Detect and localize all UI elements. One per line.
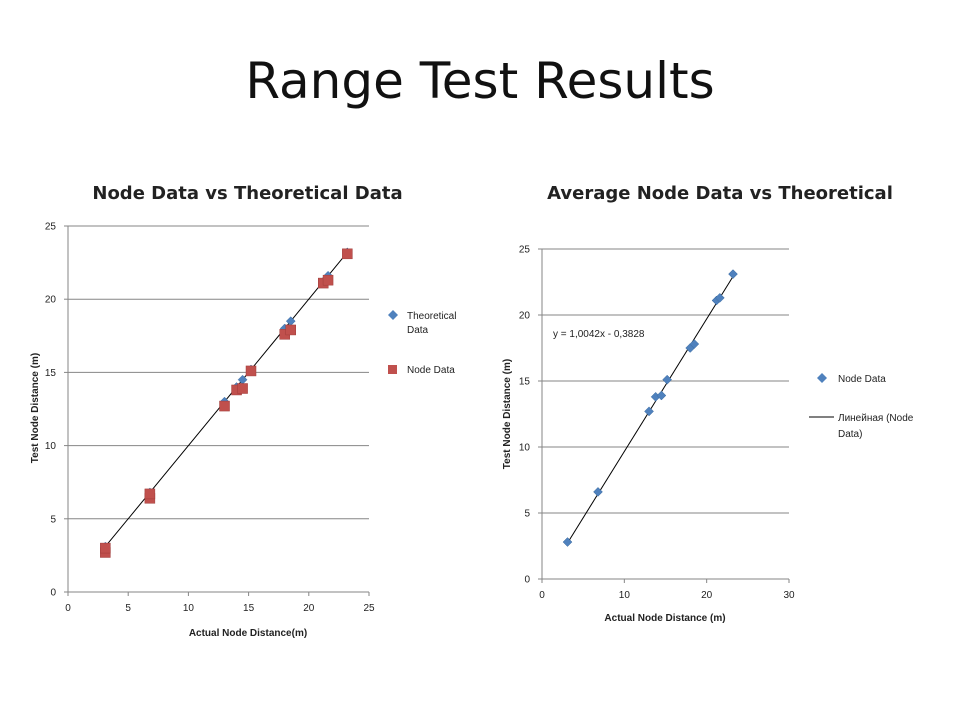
chart-2-legend-trend-label: Линейная (Node: [838, 413, 914, 424]
c2-y-tick-label: 5: [524, 509, 530, 520]
c1-x-tick-label: 10: [183, 603, 195, 614]
c1-y-tick-label: 5: [50, 514, 56, 525]
chart-2-x-axis-label: Actual Node Distance (m): [604, 613, 725, 624]
chart-2-y-axis-label: Test Node Distance (m): [502, 359, 513, 469]
chart-1-legend: Theoretical Data Node Data: [388, 310, 456, 376]
c2-point-diamond: [593, 487, 603, 497]
chart-2-equation: y = 1,0042x - 0,3828: [553, 329, 645, 340]
c2-point-diamond: [714, 292, 725, 303]
chart-2-svg: 0 5 10 15 20 25 0 10 20 30 y = 1,0042x - 0,3828 A…: [502, 245, 914, 625]
c1-x-tick-label: 5: [125, 603, 131, 614]
c2-y-tick-label: 25: [519, 245, 531, 256]
c1-y-tick-label: 0: [50, 588, 56, 599]
chart-1-y-axis-label: Test Node Distance (m): [30, 353, 41, 463]
chart-2-legend-node-marker: [817, 373, 827, 383]
c2-point-diamond: [644, 406, 654, 417]
c1-y-tick-label: 20: [45, 295, 57, 306]
chart-2-legend-node-label: Node Data: [838, 374, 886, 385]
c2-x-tick-label: 20: [701, 590, 713, 601]
c2-y-tick-label: 20: [519, 311, 531, 322]
chart-1-axes: [64, 225, 370, 596]
c2-x-tick-label: 0: [539, 590, 545, 601]
c2-point-diamond: [662, 374, 673, 385]
chart-1-legend-theoretical-marker: [388, 310, 398, 320]
c1-point-square: [237, 383, 248, 394]
chart-2-title: Average Node Data vs Theoretical: [547, 183, 893, 204]
chart-1-points: [100, 247, 353, 558]
c1-point-square: [100, 542, 111, 554]
c2-x-tick-label: 30: [783, 590, 795, 601]
chart-1-legend-theoretical-label-2: Data: [407, 325, 429, 336]
c1-point-square: [144, 488, 156, 500]
chart-1-legend-node-marker: [388, 365, 397, 374]
c1-y-tick-label: 15: [45, 368, 57, 379]
c2-point-diamond: [728, 269, 738, 279]
c1-x-tick-label: 20: [303, 603, 315, 614]
c1-y-tick-label: 10: [45, 441, 57, 452]
chart-1-x-axis-label: Actual Node Distance(m): [189, 628, 307, 639]
chart-1-svg: 0 5 10 15 20 25 0 5 10 15 20 25 Actual Node Distanc…: [30, 222, 456, 640]
c1-point-square: [245, 365, 257, 377]
slide-title: Range Test Results: [245, 52, 715, 110]
chart-1-legend-theoretical-label: Theoretical: [407, 311, 456, 322]
c1-point-square: [342, 248, 353, 260]
c1-point-square: [285, 324, 296, 336]
chart-2-axes: [538, 248, 790, 583]
chart-1-tick-labels: 0 5 10 15 20 25 0 5 10 15 20 25: [45, 222, 375, 615]
c2-y-tick-label: 0: [524, 575, 530, 586]
c2-point-diamond: [656, 390, 667, 401]
c1-x-tick-label: 25: [363, 603, 375, 614]
c1-point-square: [322, 274, 334, 286]
c2-y-tick-label: 15: [519, 377, 531, 388]
c2-y-tick-label: 10: [519, 443, 531, 454]
chart-1-legend-node-label: Node Data: [407, 365, 455, 376]
c1-x-tick-label: 0: [65, 603, 71, 614]
chart-2-tick-labels: 0 5 10 15 20 25 0 10 20 30: [519, 245, 795, 602]
chart-2-legend: Node Data Линейная (Node Data): [809, 373, 914, 440]
chart-2-legend-trend-label-2: Data): [838, 429, 862, 440]
c1-x-tick-label: 15: [243, 603, 255, 614]
chart-2-points: [562, 269, 738, 547]
c2-x-tick-label: 10: [619, 590, 631, 601]
chart-2-gridlines: [542, 248, 789, 580]
c2-point-diamond: [562, 537, 573, 547]
c2-point-diamond: [689, 339, 700, 349]
c1-point-square: [219, 400, 230, 412]
chart-1-title: Node Data vs Theoretical Data: [92, 183, 403, 204]
c1-y-tick-label: 25: [45, 222, 57, 233]
